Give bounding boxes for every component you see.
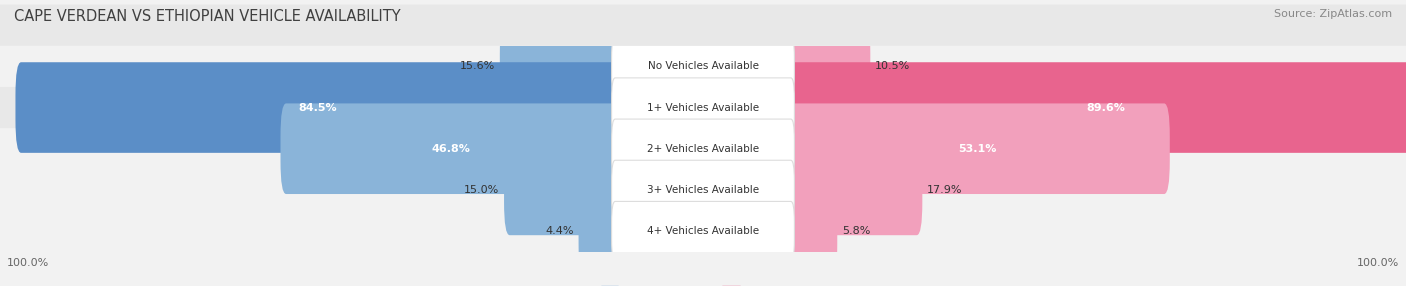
FancyBboxPatch shape — [612, 78, 794, 137]
FancyBboxPatch shape — [612, 201, 794, 261]
FancyBboxPatch shape — [785, 104, 1170, 194]
Legend: Cape Verdean, Ethiopian: Cape Verdean, Ethiopian — [596, 281, 810, 286]
FancyBboxPatch shape — [0, 128, 1406, 286]
FancyBboxPatch shape — [612, 37, 794, 96]
FancyBboxPatch shape — [281, 104, 621, 194]
Text: 46.8%: 46.8% — [432, 144, 470, 154]
Text: No Vehicles Available: No Vehicles Available — [648, 61, 758, 71]
FancyBboxPatch shape — [612, 160, 794, 220]
Text: 1+ Vehicles Available: 1+ Vehicles Available — [647, 103, 759, 112]
Text: 53.1%: 53.1% — [959, 144, 997, 154]
FancyBboxPatch shape — [579, 186, 621, 276]
Text: 3+ Vehicles Available: 3+ Vehicles Available — [647, 185, 759, 195]
Text: 4+ Vehicles Available: 4+ Vehicles Available — [647, 226, 759, 236]
FancyBboxPatch shape — [15, 62, 621, 153]
Text: 100.0%: 100.0% — [7, 258, 49, 268]
Text: 15.6%: 15.6% — [460, 61, 495, 71]
FancyBboxPatch shape — [785, 21, 870, 112]
Text: 15.0%: 15.0% — [464, 185, 499, 195]
Text: 5.8%: 5.8% — [842, 226, 870, 236]
FancyBboxPatch shape — [0, 46, 1406, 252]
FancyBboxPatch shape — [612, 119, 794, 178]
FancyBboxPatch shape — [0, 0, 1406, 169]
FancyBboxPatch shape — [785, 145, 922, 235]
FancyBboxPatch shape — [0, 5, 1406, 210]
Text: CAPE VERDEAN VS ETHIOPIAN VEHICLE AVAILABILITY: CAPE VERDEAN VS ETHIOPIAN VEHICLE AVAILA… — [14, 9, 401, 23]
Text: 2+ Vehicles Available: 2+ Vehicles Available — [647, 144, 759, 154]
Text: 89.6%: 89.6% — [1087, 103, 1125, 112]
Text: Source: ZipAtlas.com: Source: ZipAtlas.com — [1274, 9, 1392, 19]
Text: 10.5%: 10.5% — [875, 61, 911, 71]
FancyBboxPatch shape — [0, 87, 1406, 286]
FancyBboxPatch shape — [501, 21, 621, 112]
Text: 100.0%: 100.0% — [1357, 258, 1399, 268]
Text: 84.5%: 84.5% — [299, 103, 337, 112]
FancyBboxPatch shape — [503, 145, 621, 235]
FancyBboxPatch shape — [785, 62, 1406, 153]
Text: 17.9%: 17.9% — [928, 185, 963, 195]
Text: 4.4%: 4.4% — [546, 226, 574, 236]
FancyBboxPatch shape — [785, 186, 838, 276]
